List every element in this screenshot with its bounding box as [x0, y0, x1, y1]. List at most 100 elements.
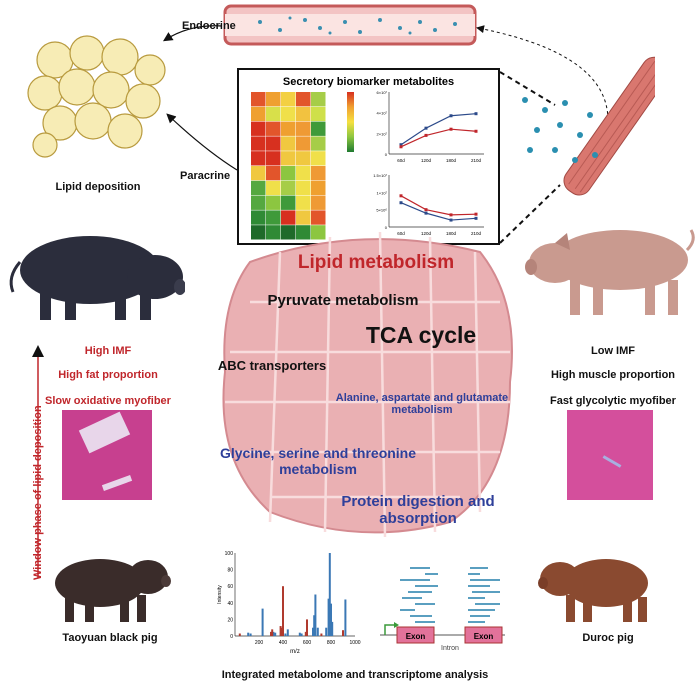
y-tick-label: 1.5×10⁷: [373, 173, 387, 178]
blood-vessel-illustration: [223, 4, 477, 46]
heatmap-cell: [296, 92, 311, 107]
x-tick-label: 210d: [471, 158, 482, 163]
heatmap-cell: [296, 151, 311, 166]
bottom-caption: Integrated metabolome and transcriptome …: [221, 669, 489, 681]
heatmap-cell: [251, 151, 266, 166]
heatmap-cell: [296, 225, 311, 240]
heatmap-cell: [281, 210, 296, 225]
pathway-pyruvate: Pyruvate metabolism: [267, 292, 419, 309]
heatmap-cell: [311, 136, 326, 151]
x-tick-label: 60d: [397, 231, 405, 236]
heatmap-cell: [281, 136, 296, 151]
transcriptome-reads-illustration: Exon Intron Exon: [380, 567, 505, 652]
data-point: [474, 212, 478, 216]
spectrum-bar: [247, 632, 250, 636]
histology-image-duroc: [567, 410, 653, 500]
taoyuan-pig-label: Taoyuan black pig: [62, 632, 158, 644]
x-tick-label: 1000: [349, 640, 360, 646]
heatmap-cell: [296, 121, 311, 136]
pathway-glycine: Glycine, serine and threonine metabolism: [219, 445, 417, 477]
spectrum-bar: [279, 626, 282, 636]
heatmap-cell: [296, 136, 311, 151]
heatmap-cell: [251, 121, 266, 136]
heatmap-cell: [311, 151, 326, 166]
adipocytes-illustration: [27, 35, 166, 158]
trait-left-3: Slow oxidative myofiber: [45, 395, 171, 407]
histology-image-taoyuan: [62, 410, 152, 500]
x-tick-label: 180d: [446, 231, 457, 236]
y-tick-label: 2×10⁷: [377, 131, 388, 136]
spectrum-bar: [314, 594, 317, 636]
lipid-deposition-label: Lipid deposition: [55, 181, 141, 193]
heatmap-cell: [296, 195, 311, 210]
pathway-alanine: Alanine, aspartate and glutamate metabol…: [335, 392, 509, 416]
mass-spectrum-chart: 0 20 40 60 80 100 200 400 600 800 1000 m/z Intensity: [217, 551, 361, 655]
spectrum-bar: [274, 632, 277, 636]
heatmap-cell: [296, 180, 311, 196]
pathway-tca-cycle: TCA cycle: [365, 322, 477, 348]
heatmap-cell: [311, 92, 326, 107]
x-tick-label: 600: [303, 640, 312, 646]
spectrum-bar: [330, 603, 332, 636]
y-tick-label: 0: [385, 225, 388, 230]
heatmap-cell: [296, 106, 311, 122]
heatmap-cell: [251, 195, 266, 210]
spectrum-bar: [284, 633, 287, 636]
secretory-biomarker-panel: Secretory biomarker metabolites 0 2×10⁷ 4×…: [237, 68, 500, 245]
trait-left-2: High fat proportion: [58, 369, 158, 381]
y-tick-label: 4×10⁷: [377, 111, 388, 116]
data-point: [449, 114, 453, 118]
duroc-pig-illustration: [525, 229, 695, 315]
exon-label-2: Exon: [474, 632, 494, 641]
trait-right-1: Low IMF: [591, 345, 635, 357]
endocrine-label: Endocrine: [182, 20, 236, 32]
pathway-abc-transporters: ABC transporters: [217, 358, 327, 373]
series-line: [400, 202, 477, 221]
spectrum-bar: [272, 631, 275, 636]
panel-title: Secretory biomarker metabolites: [282, 76, 455, 88]
heatmap-cell: [281, 180, 296, 196]
heatmap-cell: [266, 106, 281, 122]
heatmap-cell: [311, 225, 326, 240]
y-tick-label: 60: [227, 584, 233, 590]
heatmap-cell: [311, 166, 326, 181]
x-tick-label: 120d: [421, 158, 432, 163]
y-tick-label: 5×10⁶: [376, 208, 387, 213]
heatmap-cell: [311, 210, 326, 225]
spectrum-bar: [304, 631, 307, 636]
x-axis-label: m/z: [290, 649, 300, 655]
y-tick-label: 40: [227, 601, 233, 607]
spectrum-bar: [249, 633, 252, 636]
heatmap-cell: [311, 195, 326, 210]
heatmap-cell: [281, 195, 296, 210]
heatmap-cell: [281, 151, 296, 166]
heatmap-cell: [251, 136, 266, 151]
spectrum-bar: [261, 608, 264, 636]
trait-right-2: High muscle proportion: [550, 369, 676, 381]
heatmap-cell: [266, 225, 281, 240]
y-tick-label: 100: [225, 551, 234, 557]
x-tick-label: 120d: [421, 231, 432, 236]
x-tick-label: 800: [327, 640, 336, 646]
spectrum-bar: [238, 633, 241, 636]
heatmap-cell: [311, 121, 326, 136]
spectrum-bar: [313, 615, 316, 636]
y-axis-label: Intensity: [217, 585, 223, 604]
y-tick-label: 0: [230, 634, 233, 640]
trait-left-1: High IMF: [84, 345, 132, 357]
duroc-piglet-illustration: [538, 559, 648, 622]
paracrine-label: Paracrine: [180, 170, 231, 182]
y-tick-label: 6×10⁷: [377, 90, 388, 95]
trait-right-3: Fast glycolytic myofiber: [550, 395, 676, 407]
y-tick-label: 80: [227, 568, 233, 574]
data-point: [424, 133, 428, 137]
x-tick-label: 200: [255, 640, 264, 646]
heatmap-cell: [281, 225, 296, 240]
black-pig-illustration: [9, 236, 185, 320]
spectrum-bar: [312, 627, 314, 636]
spectrum-bar: [325, 627, 328, 636]
heatmap-cell: [296, 210, 311, 225]
spectrum-bar: [331, 621, 334, 636]
spectrum-bar: [342, 630, 344, 636]
heatmap-cell: [311, 106, 326, 122]
